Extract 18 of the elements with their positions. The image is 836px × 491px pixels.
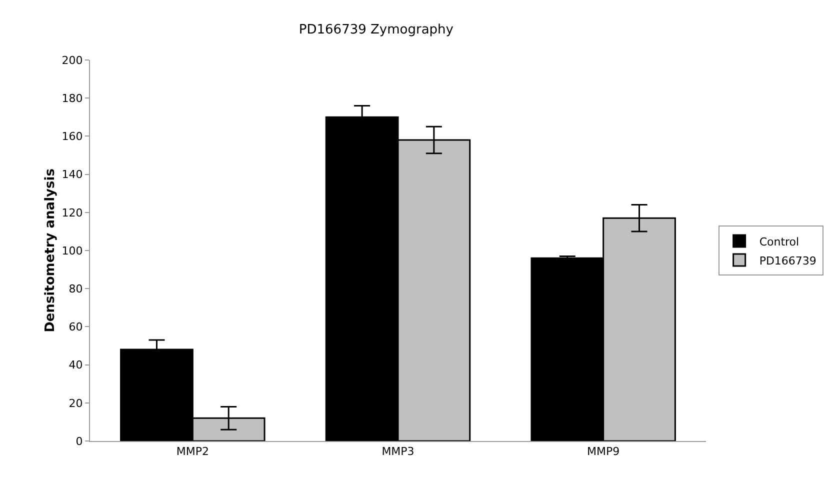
y-tick-label: 20 [68,396,83,410]
x-tick-label: MMP3 [382,445,414,458]
y-tick-label: 140 [62,168,83,182]
y-tick-label: 160 [62,130,83,144]
chart-title: PD166739 Zymography [298,22,454,38]
x-tick-label: MMP2 [176,445,209,458]
y-tick-label: 40 [68,358,83,372]
y-tick-label: 100 [62,244,83,258]
x-tick-label: MMP9 [587,445,620,458]
y-tick-label: 120 [62,206,83,220]
y-tick-label: 0 [76,434,83,448]
y-tick-label: 80 [68,282,83,296]
y-tick-label: 180 [62,92,83,105]
legend-label: PD166739 [759,254,816,268]
y-tick-label: 200 [62,54,83,67]
y-tick-label: 60 [68,320,83,334]
legend-label: Control [759,235,800,248]
y-axis-title: Densitometry analysis [43,168,58,332]
